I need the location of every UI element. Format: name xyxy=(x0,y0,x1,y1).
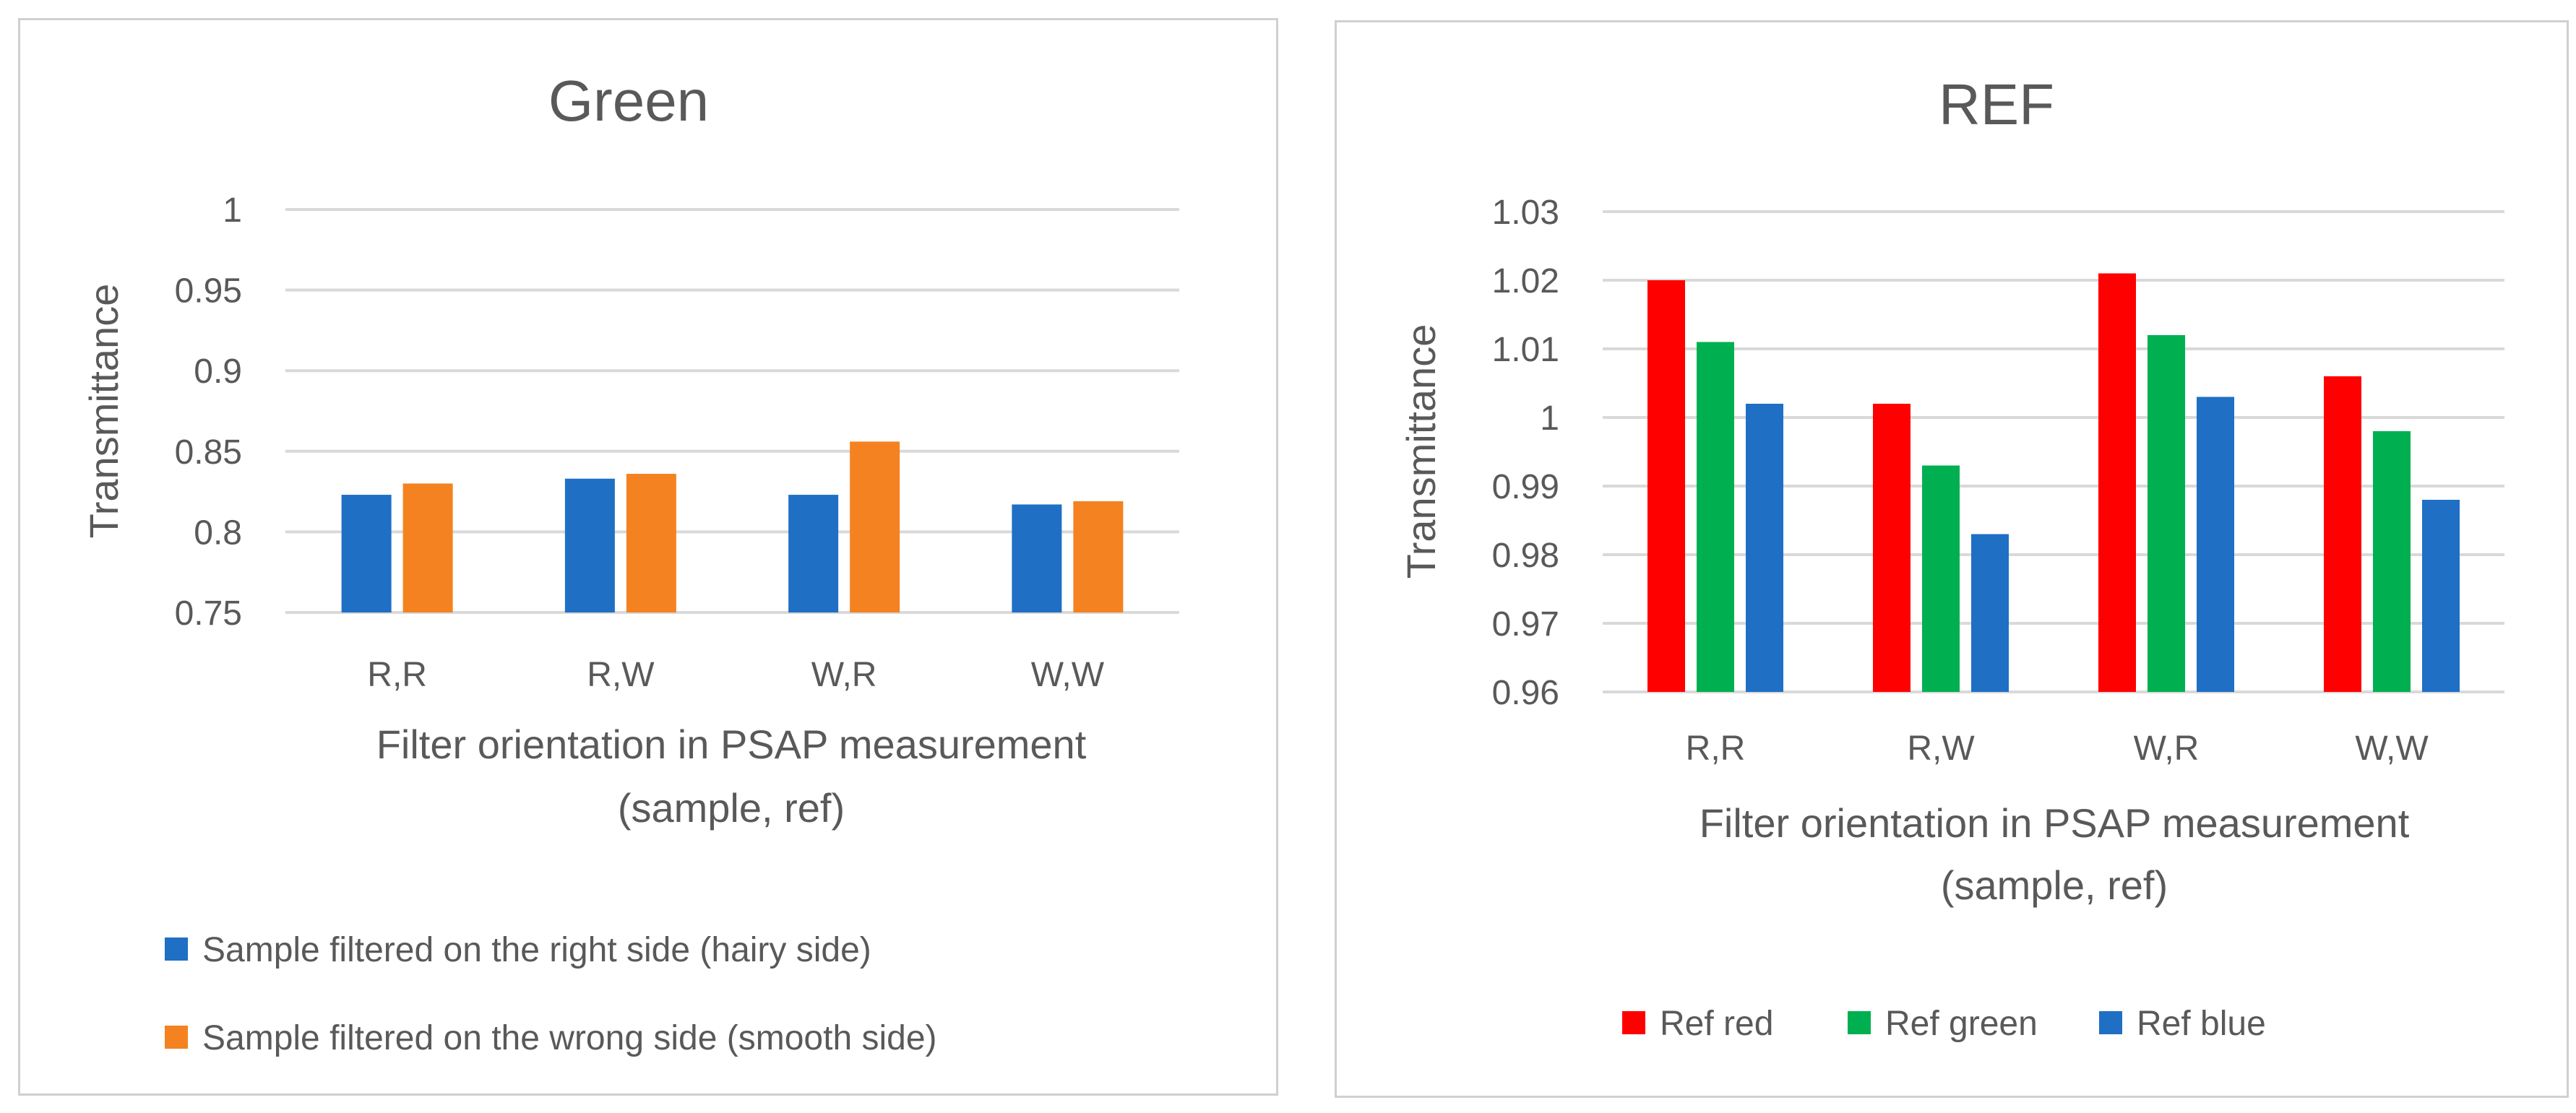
ref-legend-swatch xyxy=(2099,1011,2122,1034)
ref-y-tick-label: 1 xyxy=(1540,399,1559,438)
green-bar-sample-filtered-on-the-wrong-side-smooth-side-r-r xyxy=(402,483,453,612)
ref-y-tick-label: 0.99 xyxy=(1492,468,1559,506)
green-y-tick-label: 0.95 xyxy=(175,272,242,311)
ref-bar-ref-red-r-r xyxy=(1647,280,1685,692)
green-y-tick-label: 1 xyxy=(223,191,242,230)
ref-y-tick-label: 1.01 xyxy=(1492,331,1559,369)
ref-bar-ref-blue-w-r xyxy=(2197,397,2234,692)
green-legend-label: Sample filtered on the wrong side (smoot… xyxy=(202,1019,937,1057)
green-legend-swatch xyxy=(165,1026,188,1049)
ref-bar-ref-green-w-w xyxy=(2373,431,2411,692)
ref-legend-label: Ref blue xyxy=(2137,1005,2266,1043)
ref-x-category-label: R,W xyxy=(1907,729,1975,768)
green-y-tick-label: 0.9 xyxy=(194,352,242,391)
ref-bar-ref-red-w-r xyxy=(2098,273,2136,692)
green-bar-sample-filtered-on-the-right-side-hairy-side-r-r xyxy=(341,495,392,612)
ref-bar-ref-green-r-w xyxy=(1922,465,1960,692)
green-bar-sample-filtered-on-the-wrong-side-smooth-side-r-w xyxy=(626,474,676,612)
green-legend-label: Sample filtered on the right side (hairy… xyxy=(202,931,871,969)
green-x-category-label: W,W xyxy=(1031,656,1105,694)
ref-legend-label: Ref green xyxy=(1885,1005,2038,1043)
green-y-tick-label: 0.8 xyxy=(194,514,242,552)
ref-legend-label: Ref red xyxy=(1660,1005,1773,1043)
ref-bar-ref-blue-r-r xyxy=(1746,404,1783,692)
ref-bar-ref-blue-r-w xyxy=(1971,534,2009,692)
green-x-category-label: R,W xyxy=(587,656,655,694)
ref-x-axis-label-line-2: (sample, ref) xyxy=(1941,862,2168,908)
ref-bar-ref-red-w-w xyxy=(2324,376,2361,692)
ref-legend-swatch xyxy=(1622,1011,1645,1034)
green-x-category-label: W,R xyxy=(811,656,877,694)
ref-y-tick-label: 1.02 xyxy=(1492,262,1559,300)
ref-legend-swatch xyxy=(1848,1011,1871,1034)
green-x-axis-label-line-2: (sample, ref) xyxy=(618,785,845,831)
ref-x-category-label: W,R xyxy=(2134,729,2200,768)
ref-chart-title: REF xyxy=(1939,72,2054,137)
green-bar-sample-filtered-on-the-right-side-hairy-side-w-r xyxy=(788,495,839,612)
green-y-tick-label: 0.85 xyxy=(175,433,242,472)
ref-x-category-label: R,R xyxy=(1686,729,1746,768)
green-bar-sample-filtered-on-the-right-side-hairy-side-w-w xyxy=(1012,504,1062,612)
green-bar-sample-filtered-on-the-right-side-hairy-side-r-w xyxy=(564,478,615,612)
green-bar-sample-filtered-on-the-wrong-side-smooth-side-w-r xyxy=(850,441,900,612)
ref-y-tick-label: 0.98 xyxy=(1492,537,1559,575)
ref-y-tick-label: 0.96 xyxy=(1492,674,1559,712)
ref-bar-ref-green-w-r xyxy=(2148,335,2185,692)
ref-x-axis-label-line-1: Filter orientation in PSAP measurement xyxy=(1700,800,2410,846)
ref-bar-ref-green-r-r xyxy=(1697,342,1734,692)
ref-bar-ref-red-r-w xyxy=(1873,404,1911,692)
green-y-axis-label: Transmittance xyxy=(81,284,126,539)
ref-y-axis-label: Transmittance xyxy=(1398,324,1444,579)
green-legend-swatch xyxy=(165,937,188,961)
ref-y-tick-label: 0.97 xyxy=(1492,605,1559,644)
ref-x-category-label: W,W xyxy=(2355,729,2429,768)
green-y-tick-label: 0.75 xyxy=(175,594,242,633)
ref-bar-ref-blue-w-w xyxy=(2422,500,2460,692)
green-x-axis-label-line-1: Filter orientation in PSAP measurement xyxy=(376,722,1087,767)
ref-y-tick-label: 1.03 xyxy=(1492,194,1559,232)
green-bar-sample-filtered-on-the-wrong-side-smooth-side-w-w xyxy=(1073,501,1124,612)
green-chart-title: Green xyxy=(548,69,709,133)
green-x-category-label: R,R xyxy=(367,656,427,694)
